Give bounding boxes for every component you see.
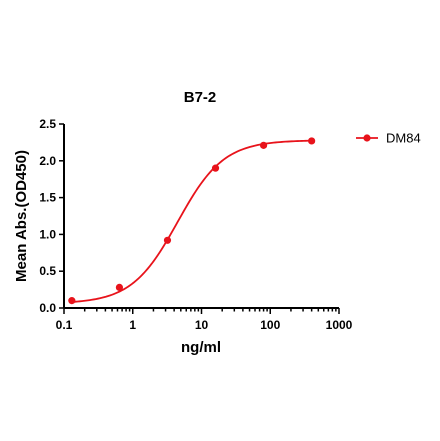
x-axis-label: ng/ml: [181, 339, 221, 356]
y-tick-label: 1.5: [39, 191, 56, 205]
x-tick-label: 0.1: [56, 318, 73, 332]
x-tick-label: 1000: [326, 318, 353, 332]
y-tick-label: 2.0: [39, 154, 56, 168]
y-tick-label: 2.5: [39, 117, 56, 131]
x-tick-label: 1: [129, 318, 136, 332]
y-tick-label: 0.5: [39, 264, 56, 278]
data-point-dm84: [308, 137, 316, 145]
y-axis-ticks: 0.0 0.5 1.0 1.5 2.0 2.5: [39, 117, 64, 315]
series-line-dm84: [71, 139, 312, 303]
data-point-dm84: [68, 297, 76, 305]
data-point-dm84: [115, 283, 124, 291]
legend: DM84: [356, 131, 421, 146]
x-tick-label: 100: [260, 318, 280, 332]
data-point-dm84: [163, 236, 172, 244]
chart-title: B7-2: [184, 89, 217, 106]
x-axis-ticks: 0.1 1 10 100 1000: [56, 308, 353, 332]
data-point-dm84: [259, 141, 268, 149]
plot-area: [68, 137, 316, 305]
legend-label-dm84: DM84: [386, 131, 421, 146]
y-tick-label: 0.0: [39, 301, 56, 315]
y-axis-label: Mean Abs.(OD450): [13, 150, 30, 282]
y-tick-label: 1.0: [39, 227, 56, 241]
legend-marker-dm84: [363, 134, 371, 142]
x-tick-label: 10: [195, 318, 209, 332]
data-point-dm84: [211, 164, 220, 172]
